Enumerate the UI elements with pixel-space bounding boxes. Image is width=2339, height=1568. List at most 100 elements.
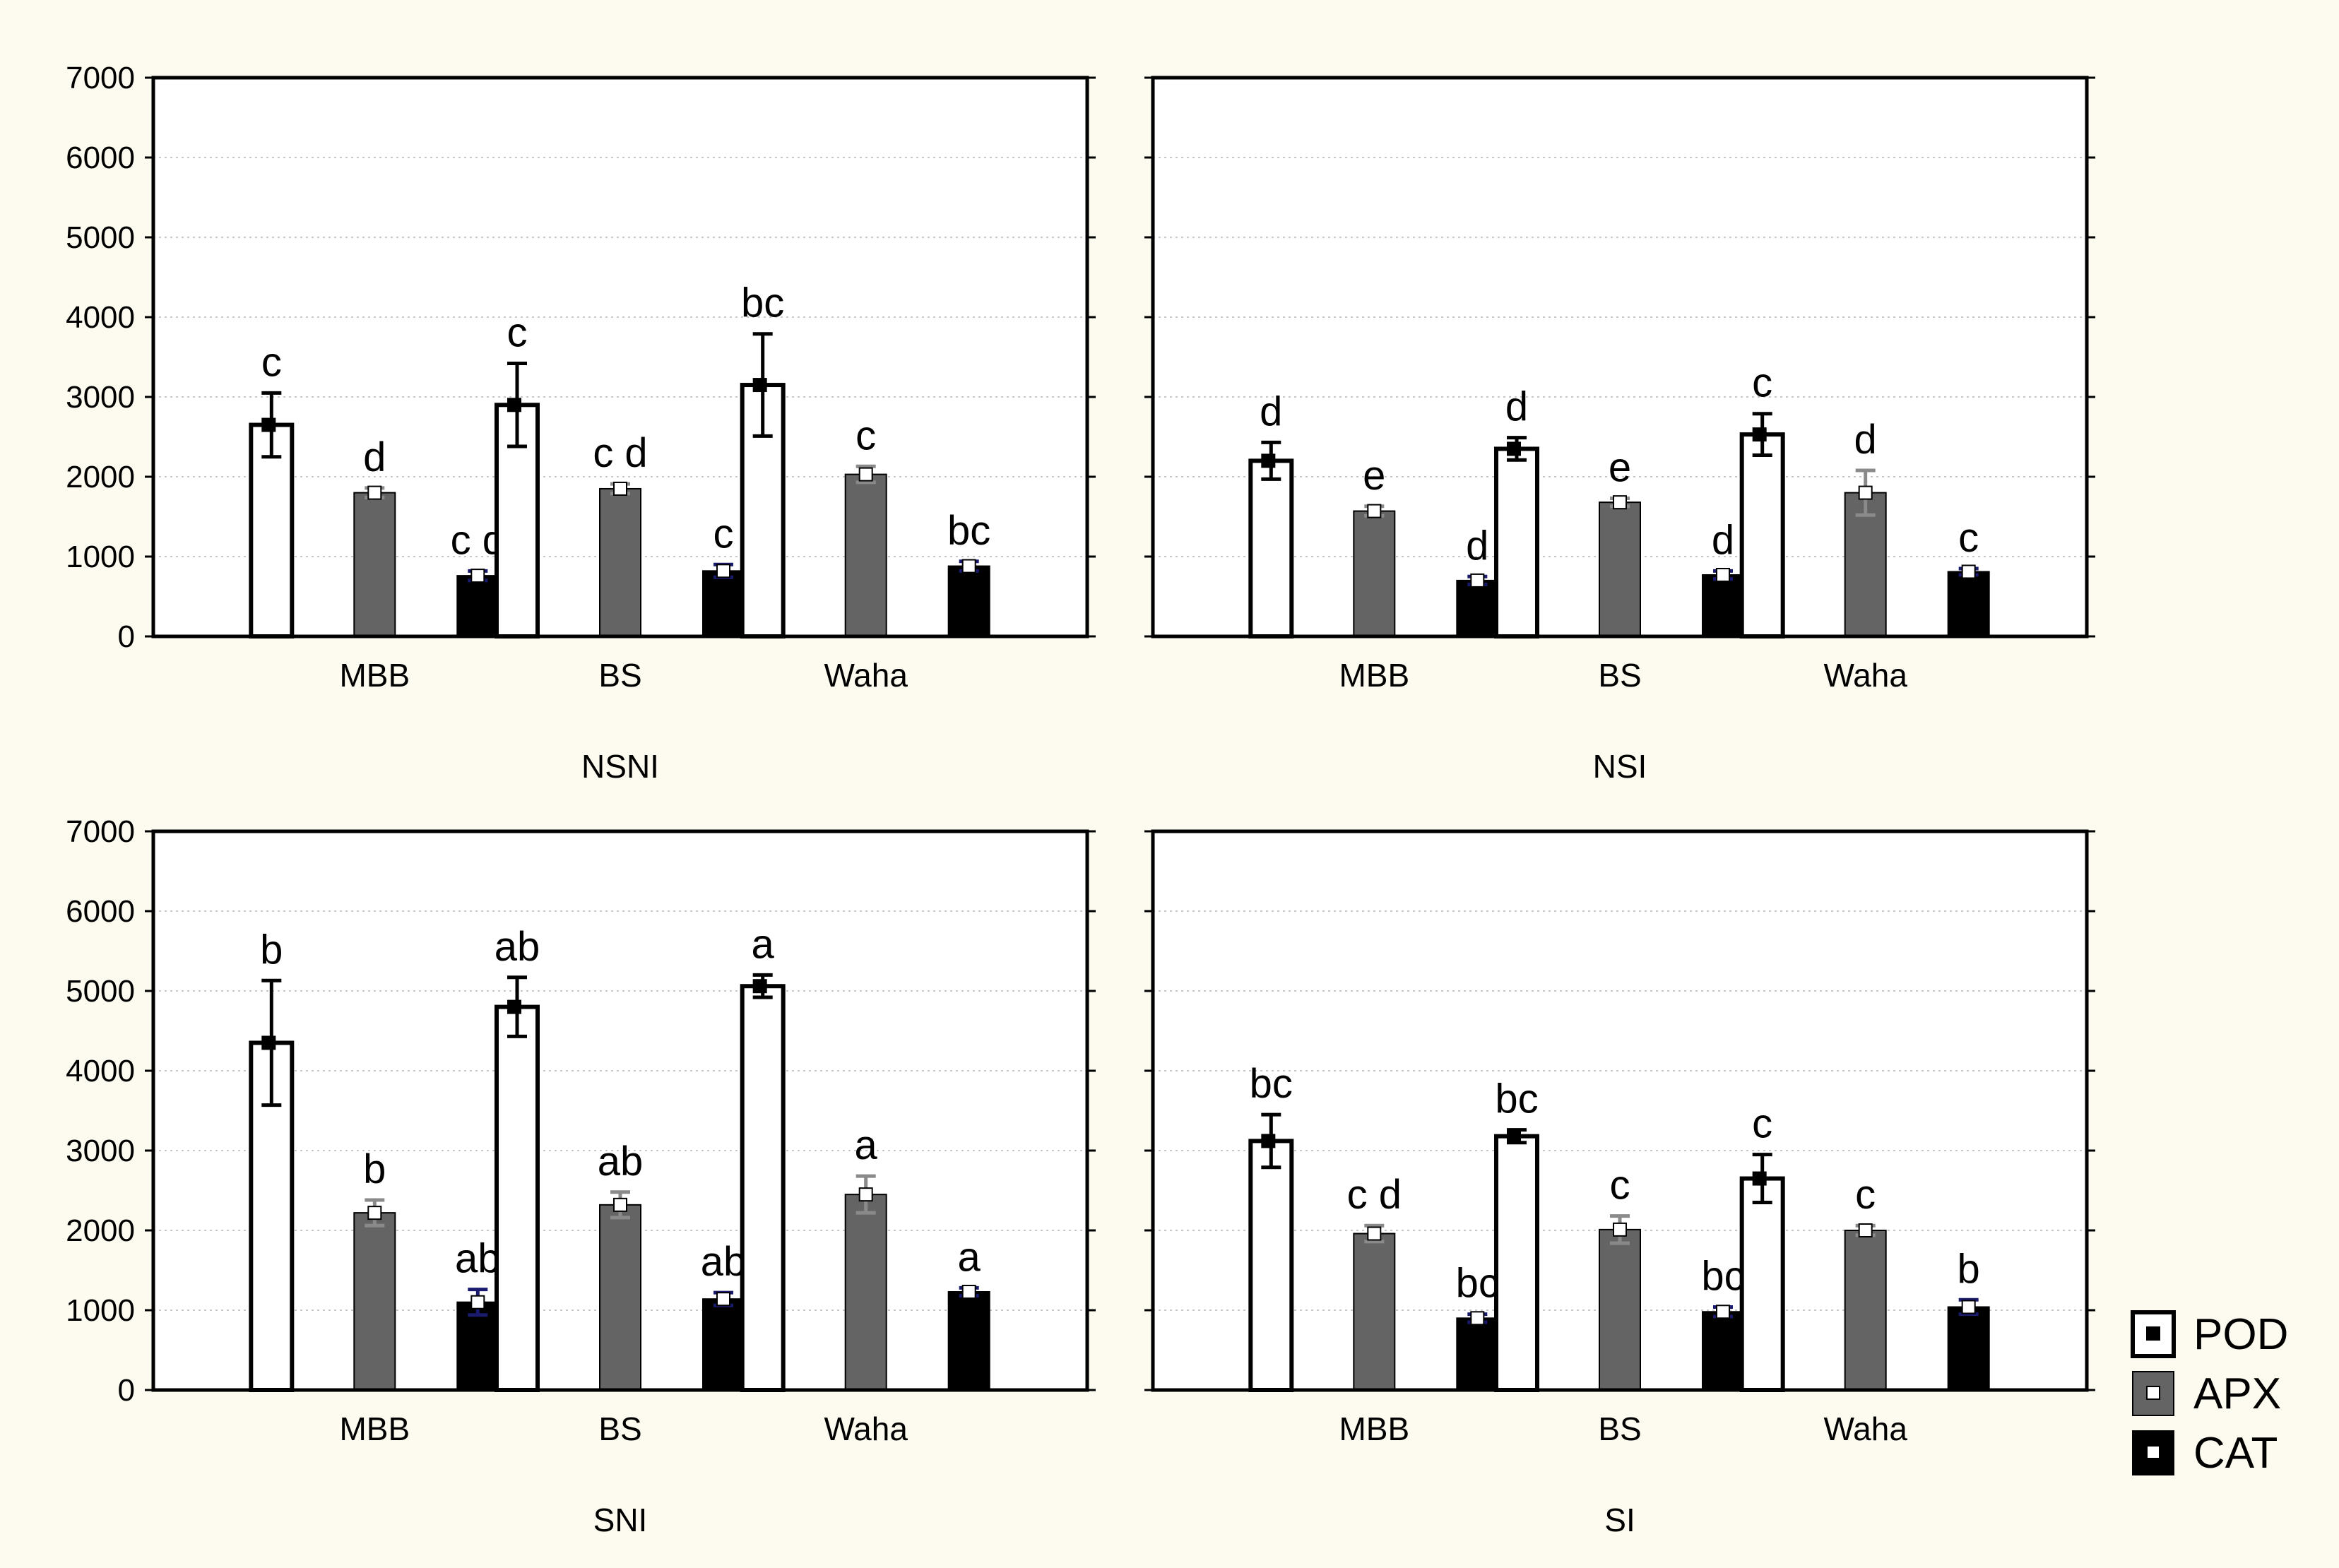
bar-pod-waha xyxy=(740,984,786,1392)
panel-title: NSNI xyxy=(581,748,659,785)
plot-frame xyxy=(151,829,1089,1392)
significance-label: a xyxy=(958,1234,981,1280)
bar-cat-mbb xyxy=(1456,579,1499,638)
bar-apx-waha xyxy=(844,1194,887,1391)
mean-marker xyxy=(961,1285,976,1300)
bar-apx-bs xyxy=(1599,1228,1641,1391)
category-label-waha: Waha xyxy=(1823,1410,1907,1447)
mean-marker xyxy=(1261,1134,1276,1148)
significance-label: ab xyxy=(495,924,540,970)
bar-cat-bs xyxy=(1702,574,1744,637)
significance-label: a xyxy=(752,921,775,967)
panel-title: NSI xyxy=(1593,748,1647,785)
panel-title: SI xyxy=(1604,1502,1635,1538)
category-label-bs: BS xyxy=(598,657,641,694)
bar-apx-bs xyxy=(1599,501,1641,637)
bar-pod-bs xyxy=(495,1004,540,1392)
plot-frame xyxy=(1151,829,2089,1392)
bar-cat-mbb xyxy=(456,575,499,637)
significance-label: c d xyxy=(1347,1172,1402,1218)
y-tick-label: 3000 xyxy=(66,1134,135,1168)
bar-apx-mbb xyxy=(1353,510,1396,638)
significance-label: c xyxy=(1610,1163,1630,1208)
legend: POD APX CAT xyxy=(2131,1310,2288,1478)
y-tick-label: 4000 xyxy=(66,300,135,335)
bar-cat-bs xyxy=(702,570,745,638)
mean-marker xyxy=(1752,1171,1767,1186)
y-tick-label: 7000 xyxy=(66,61,135,95)
mean-marker xyxy=(367,1206,382,1220)
significance-label: ab xyxy=(701,1239,747,1285)
significance-label: bc xyxy=(741,280,784,326)
y-tick-label: 5000 xyxy=(66,974,135,1009)
bar-apx-waha xyxy=(844,473,887,637)
panel-nsi: d e d MBB d e d BS c d c Waha NSI xyxy=(1144,76,2095,785)
significance-label: d xyxy=(363,434,386,480)
mean-marker xyxy=(1961,1300,1976,1314)
mean-marker xyxy=(1716,567,1730,582)
mean-marker xyxy=(613,481,627,496)
significance-label: c xyxy=(713,511,734,557)
y-tick-label: 2000 xyxy=(66,460,135,494)
mean-marker xyxy=(1470,573,1485,588)
mean-marker xyxy=(1752,427,1767,442)
significance-label: c xyxy=(1752,360,1772,406)
significance-label: a xyxy=(855,1122,878,1168)
mean-marker xyxy=(961,559,976,574)
plot-frame xyxy=(151,76,1089,639)
bar-pod-mbb xyxy=(1248,458,1294,639)
legend-item-cat: CAT xyxy=(2132,1429,2278,1478)
significance-label: bc xyxy=(947,508,990,554)
panel-title: SNI xyxy=(593,1502,648,1538)
significance-label: bc xyxy=(1250,1061,1293,1107)
panel-sni: 0 1000 2000 3000 4000 5000 6000 7000 b b ab MBB ab ab… xyxy=(66,814,1096,1538)
plot-frame xyxy=(1151,76,2089,639)
significance-label: d xyxy=(1854,417,1877,463)
mean-marker xyxy=(507,398,521,412)
bar-pod-mbb xyxy=(1248,1139,1294,1392)
y-tick-label: 2000 xyxy=(66,1213,135,1248)
mean-marker xyxy=(367,485,382,500)
category-label-mbb: MBB xyxy=(339,657,410,694)
bar-pod-bs xyxy=(1494,446,1539,639)
legend-label: APX xyxy=(2193,1370,2281,1418)
y-tick-label: 7000 xyxy=(66,814,135,849)
significance-label: ab xyxy=(455,1236,501,1282)
mean-marker xyxy=(1613,1222,1627,1237)
bar-apx-mbb xyxy=(353,1212,396,1391)
significance-label: e xyxy=(1363,453,1385,499)
mean-marker xyxy=(507,999,521,1014)
bar-cat-mbb xyxy=(1456,1317,1499,1391)
legend-label: CAT xyxy=(2193,1429,2278,1478)
bar-pod-bs xyxy=(1494,1134,1539,1393)
significance-label: c xyxy=(855,412,876,458)
bar-apx-mbb xyxy=(1353,1233,1396,1391)
category-label-bs: BS xyxy=(1598,1410,1641,1447)
mean-marker xyxy=(1507,441,1521,456)
bar-cat-waha xyxy=(947,565,990,637)
mean-marker xyxy=(752,378,767,393)
category-label-mbb: MBB xyxy=(1339,657,1409,694)
mean-marker xyxy=(470,569,485,583)
mean-marker xyxy=(1716,1305,1730,1319)
y-tick-label: 0 xyxy=(118,1373,135,1408)
category-label-waha: Waha xyxy=(1823,657,1907,694)
legend-item-pod: POD xyxy=(2131,1310,2288,1359)
mean-marker xyxy=(470,1295,485,1309)
y-tick-label: 0 xyxy=(118,619,135,654)
significance-label: c xyxy=(1752,1101,1772,1147)
mean-marker xyxy=(1961,564,1976,579)
significance-label: c xyxy=(1958,515,1979,561)
category-label-bs: BS xyxy=(598,1410,641,1447)
mean-marker xyxy=(1470,1311,1485,1326)
legend-marker xyxy=(2146,1445,2160,1459)
mean-marker xyxy=(858,1187,873,1202)
significance-label: c xyxy=(261,339,282,385)
significance-label: ab xyxy=(598,1139,644,1184)
y-tick-label: 4000 xyxy=(66,1054,135,1088)
y-tick-label: 6000 xyxy=(66,141,135,175)
mean-marker xyxy=(261,417,276,432)
mean-marker xyxy=(1858,1223,1873,1237)
bar-cat-waha xyxy=(947,1291,990,1391)
